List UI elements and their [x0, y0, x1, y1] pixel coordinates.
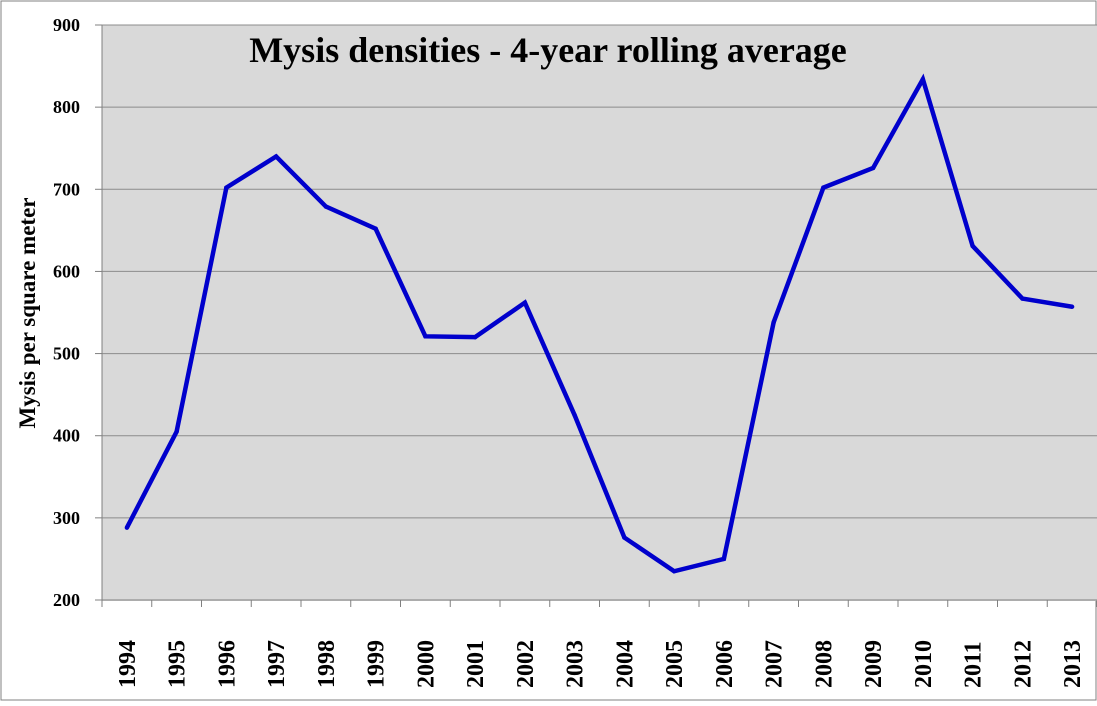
- data-point-2002: [522, 300, 528, 305]
- y-tick-label: 300: [53, 508, 80, 528]
- x-tick-label: 1995: [165, 640, 191, 688]
- x-tick-label: 2009: [861, 640, 887, 688]
- data-point-1997: [273, 154, 279, 159]
- x-tick-label: 2002: [513, 640, 539, 688]
- x-tick-label: 2012: [1010, 640, 1036, 688]
- x-tick-label: 2003: [563, 640, 589, 688]
- data-point-2001: [472, 334, 478, 340]
- y-tick-label: 900: [53, 15, 80, 35]
- data-point-2000: [423, 334, 428, 339]
- y-axis-label: Mysis per square meter: [15, 197, 40, 428]
- x-tick-label: 2004: [612, 640, 638, 688]
- x-tick-label: 1994: [115, 640, 141, 688]
- data-point-1996: [224, 185, 229, 190]
- data-point-2012: [1020, 296, 1025, 301]
- x-tick-label: 2010: [911, 640, 937, 688]
- axes: [95, 24, 1097, 607]
- y-tick-label: 700: [53, 179, 80, 199]
- data-point-2004: [622, 535, 627, 540]
- x-tick-label: 1997: [264, 640, 290, 688]
- y-tick-label: 600: [53, 261, 80, 281]
- x-tick-label: 2006: [712, 640, 738, 688]
- chart-title: Mysis densities - 4-year rolling average: [249, 30, 847, 70]
- data-point-2009: [870, 165, 876, 171]
- y-tick-label: 400: [53, 426, 80, 446]
- y-tick-label: 200: [53, 590, 80, 610]
- data-point-2007: [771, 320, 776, 325]
- x-tick-label: 1999: [364, 640, 390, 688]
- x-tick-label: 2013: [1060, 640, 1086, 688]
- x-tick-label: 2011: [961, 641, 987, 688]
- series-line-0: [124, 73, 1073, 574]
- x-tick-label: 1998: [314, 640, 340, 688]
- data-point-1998: [323, 204, 329, 209]
- x-tick-labels: 1994 1995 1996 1997 1998 1999 2000 2001 2002 2003…: [115, 640, 1086, 688]
- x-tick-label: 2008: [811, 640, 837, 688]
- data-point-2010: [920, 77, 926, 82]
- data-point-2006: [721, 556, 727, 562]
- x-tick-label: 2001: [463, 640, 489, 688]
- x-tick-label: 2007: [762, 640, 788, 688]
- data-point-2003: [572, 412, 577, 418]
- x-tick-label: 2005: [662, 640, 688, 688]
- series-layer: [124, 73, 1075, 574]
- plot-area: [102, 25, 1097, 601]
- x-tick-label: 1996: [214, 640, 240, 688]
- data-point-2011: [970, 243, 975, 249]
- data-point-1999: [373, 226, 378, 231]
- x-tick-label: 2000: [413, 640, 439, 688]
- y-tick-label: 800: [53, 97, 80, 117]
- y-tick-labels: 200 300 400 500 600 700 800 900: [53, 15, 80, 610]
- data-point-1995: [174, 429, 179, 434]
- data-point-1994: [124, 525, 130, 530]
- data-point-2013: [1069, 304, 1075, 309]
- data-point-2008: [821, 185, 826, 190]
- y-tick-label: 500: [53, 344, 80, 364]
- data-point-2005: [671, 569, 677, 574]
